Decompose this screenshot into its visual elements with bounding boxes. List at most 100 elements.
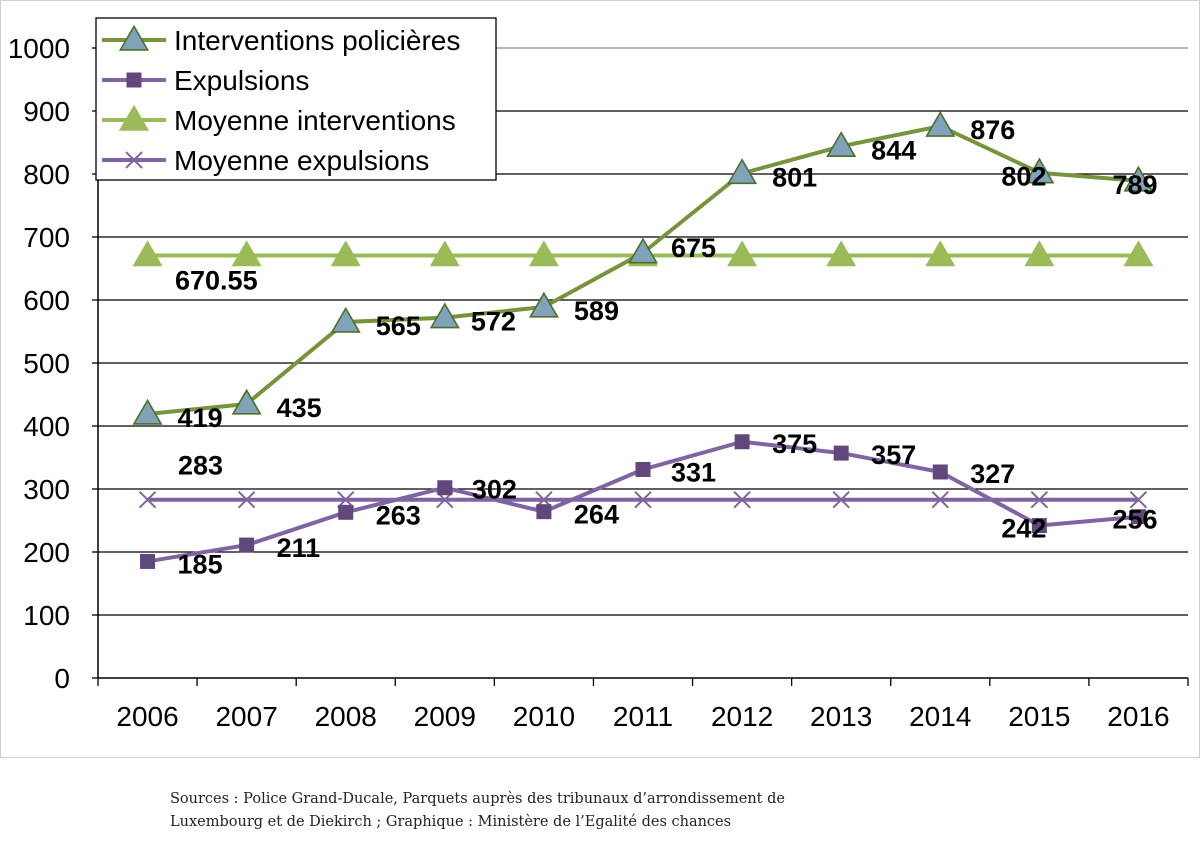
- data-point: [1030, 491, 1049, 509]
- data-point: [1129, 491, 1148, 509]
- data-point: [734, 434, 750, 450]
- data-point: [231, 388, 262, 415]
- data-label: 327: [970, 459, 1015, 489]
- y-tick-label: 1000: [8, 33, 70, 64]
- sources-line-2: Luxembourg et de Diekirch ; Graphique : …: [170, 814, 732, 830]
- data-point: [1024, 240, 1055, 267]
- data-label: 801: [772, 162, 817, 192]
- data-label: 419: [178, 403, 223, 433]
- data-point: [833, 445, 849, 461]
- series-expulsions: [140, 434, 1146, 569]
- x-tick-label: 2008: [315, 701, 377, 732]
- data-label: 242: [1001, 514, 1046, 544]
- y-tick-label: 700: [23, 222, 70, 253]
- x-tick-label: 2016: [1107, 701, 1169, 732]
- data-label: 802: [1001, 162, 1046, 192]
- x-tick-label: 2009: [414, 701, 476, 732]
- data-label: 589: [574, 296, 619, 326]
- data-point: [338, 504, 354, 520]
- data-label-average-interventions: 670.55: [175, 266, 258, 296]
- data-point: [727, 158, 758, 185]
- data-point: [125, 151, 143, 169]
- data-label: 675: [671, 233, 716, 263]
- legend-item: Interventions policières: [102, 24, 460, 56]
- data-point: [330, 306, 361, 333]
- data-point: [627, 237, 659, 264]
- y-tick-label: 200: [23, 537, 70, 568]
- data-label: 844: [871, 135, 916, 165]
- data-point: [330, 240, 361, 267]
- x-tick-label: 2011: [613, 701, 673, 732]
- data-point: [437, 480, 453, 496]
- data-point: [1031, 518, 1047, 534]
- series-interventions-polici-res: [132, 110, 1154, 425]
- legend-label: Moyenne expulsions: [174, 145, 429, 176]
- line-chart: 0 100 200 300 400 500 600 700 800 900 1000 2006 2007…: [0, 0, 1200, 758]
- sources-note: Sources : Police Grand-Ducale, Parquets …: [170, 788, 930, 834]
- data-label: 357: [871, 440, 916, 470]
- data-label: 185: [178, 549, 223, 579]
- x-tick-label: 2010: [513, 701, 575, 732]
- data-point: [429, 240, 460, 267]
- legend-item: Moyenne expulsions: [102, 145, 429, 176]
- y-tick-label: 600: [23, 285, 70, 316]
- data-point: [931, 491, 949, 509]
- data-point: [126, 72, 142, 88]
- data-point: [635, 461, 651, 477]
- data-point: [1130, 509, 1146, 525]
- data-label: 876: [970, 115, 1015, 145]
- data-point: [132, 398, 163, 425]
- data-point: [1123, 240, 1154, 267]
- y-tick-label: 500: [23, 348, 70, 379]
- data-label-average-expulsions: 283: [178, 451, 223, 481]
- data-point: [138, 491, 157, 509]
- data-label: 565: [376, 311, 421, 341]
- x-marker-stroke: [733, 491, 751, 509]
- data-point: [237, 491, 256, 509]
- data-label: 572: [471, 307, 516, 337]
- data-label: 375: [772, 429, 817, 459]
- x-marker-stroke: [237, 491, 256, 509]
- x-tick-label: 2014: [909, 701, 971, 732]
- data-label: 211: [277, 533, 321, 563]
- legend-label: Interventions policières: [174, 25, 460, 56]
- data-point: [118, 24, 150, 51]
- data-point: [826, 131, 857, 157]
- data-label: 789: [1112, 170, 1157, 200]
- x-tick-label: 2012: [711, 701, 773, 732]
- legend-item: Expulsions: [102, 65, 309, 96]
- x-tick-label: 2007: [215, 701, 277, 732]
- y-tick-label: 100: [23, 600, 70, 631]
- y-tick-label: 0: [54, 663, 70, 694]
- x-marker-stroke: [125, 151, 143, 169]
- data-point: [925, 240, 956, 267]
- y-tick-label: 900: [23, 96, 70, 127]
- x-tick-label: 2013: [810, 701, 872, 732]
- data-point: [528, 240, 559, 267]
- data-point: [132, 240, 163, 267]
- x-marker-stroke: [1030, 491, 1049, 509]
- data-point: [932, 464, 948, 480]
- data-point: [832, 491, 850, 509]
- y-tick-label: 800: [23, 159, 70, 190]
- legend-box: [95, 17, 497, 181]
- x-marker-stroke: [832, 491, 850, 509]
- y-tick-label: 400: [23, 411, 70, 442]
- data-label: 263: [376, 500, 421, 530]
- x-marker-stroke: [931, 491, 949, 509]
- legend: Interventions policières Expulsions Moyenn…: [95, 17, 497, 181]
- legend-item: Moyenne interventions: [102, 104, 456, 136]
- data-point: [429, 302, 460, 329]
- data-label: 331: [671, 457, 716, 487]
- data-point: [925, 110, 956, 137]
- data-point: [140, 553, 156, 569]
- data-point: [733, 491, 751, 509]
- data-point: [239, 537, 255, 553]
- x-marker-stroke: [1129, 491, 1148, 509]
- data-point: [1024, 157, 1055, 184]
- y-tick-label: 300: [23, 474, 70, 505]
- legend-label: Expulsions: [174, 65, 309, 96]
- data-label: 302: [472, 475, 517, 505]
- data-point: [634, 491, 652, 509]
- x-marker-stroke: [634, 491, 652, 509]
